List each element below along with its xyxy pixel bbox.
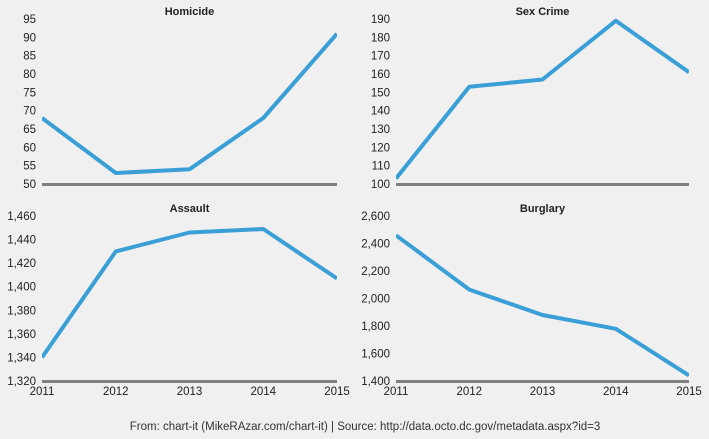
sex-crime-ytick-label: 100 bbox=[371, 179, 390, 191]
homicide-series-line bbox=[42, 32, 337, 175]
assault-ytick-label: 1,360 bbox=[7, 329, 36, 341]
burglary-ytick-label: 2,200 bbox=[361, 266, 390, 278]
sex-crime-title: Sex Crime bbox=[516, 6, 570, 18]
homicide-ytick-label: 50 bbox=[23, 179, 36, 191]
sex-crime-ytick-label: 160 bbox=[371, 69, 390, 81]
assault-ytick-label: 1,440 bbox=[7, 235, 36, 247]
assault-series-line bbox=[42, 227, 337, 359]
assault-ytick-label: 1,380 bbox=[7, 305, 36, 317]
burglary-series-line bbox=[396, 233, 689, 378]
homicide-ytick-label: 95 bbox=[23, 14, 36, 26]
sex-crime-panel: Sex Crime 100 110 120 130 140 150 160 170 180 190 bbox=[371, 6, 689, 191]
homicide-ytick-label: 75 bbox=[23, 87, 36, 99]
burglary-xtick-label: 2013 bbox=[530, 386, 556, 398]
burglary-panel: Burglary 1,400 1,600 1,800 2,000 2,200 2,400 2,… bbox=[361, 203, 702, 398]
burglary-xtick-label: 2012 bbox=[456, 386, 482, 398]
sex-crime-ytick-label: 120 bbox=[371, 142, 390, 154]
sex-crime-ytick-label: 130 bbox=[371, 124, 390, 136]
burglary-ytick-label: 1,600 bbox=[361, 349, 390, 361]
sex-crime-ytick-label: 150 bbox=[371, 87, 390, 99]
assault-xtick-label: 2015 bbox=[324, 386, 350, 398]
homicide-ytick-label: 85 bbox=[23, 51, 36, 63]
sex-crime-ytick-label: 190 bbox=[371, 14, 390, 26]
burglary-ytick-label: 2,000 bbox=[361, 294, 390, 306]
burglary-ytick-label: 1,800 bbox=[361, 321, 390, 333]
assault-ytick-label: 1,340 bbox=[7, 352, 36, 364]
homicide-ytick-label: 60 bbox=[23, 142, 36, 154]
sex-crime-ytick-label: 170 bbox=[371, 51, 390, 63]
assault-xtick-label: 2013 bbox=[177, 386, 203, 398]
burglary-ytick-label: 1,400 bbox=[361, 376, 390, 388]
homicide-ytick-label: 90 bbox=[23, 32, 36, 44]
assault-xtick-label: 2011 bbox=[30, 386, 55, 398]
source-footer: From: chart-it (MikeRAzar.com/chart-it) … bbox=[130, 421, 601, 433]
burglary-ytick-label: 2,600 bbox=[361, 211, 390, 223]
homicide-ytick-label: 65 bbox=[23, 124, 36, 136]
sex-crime-ytick-label: 110 bbox=[372, 161, 390, 173]
sex-crime-ytick-label: 180 bbox=[371, 32, 390, 44]
burglary-title: Burglary bbox=[520, 203, 566, 215]
assault-ytick-label: 1,460 bbox=[7, 211, 36, 223]
homicide-ytick-label: 80 bbox=[23, 69, 36, 81]
burglary-xtick-label: 2014 bbox=[603, 386, 629, 398]
assault-panel: Assault 1,320 1,340 1,360 1,380 1,400 1,420 1,4… bbox=[7, 203, 350, 398]
homicide-title: Homicide bbox=[165, 6, 215, 18]
sex-crime-ytick-label: 140 bbox=[371, 106, 390, 118]
burglary-xtick-label: 2011 bbox=[384, 386, 409, 398]
assault-xtick-label: 2014 bbox=[250, 386, 276, 398]
assault-xtick-label: 2012 bbox=[103, 386, 129, 398]
homicide-ytick-label: 70 bbox=[23, 106, 36, 118]
assault-ytick-label: 1,420 bbox=[7, 258, 36, 270]
homicide-panel: Homicide 50 55 60 65 70 75 80 85 90 95 bbox=[23, 6, 337, 191]
homicide-ytick-label: 55 bbox=[23, 161, 36, 173]
sex-crime-series-line bbox=[396, 18, 689, 180]
assault-title: Assault bbox=[170, 203, 210, 215]
burglary-ytick-label: 2,400 bbox=[361, 239, 390, 251]
burglary-xtick-label: 2015 bbox=[676, 386, 702, 398]
assault-ytick-label: 1,320 bbox=[7, 376, 36, 388]
assault-ytick-label: 1,400 bbox=[7, 282, 36, 294]
